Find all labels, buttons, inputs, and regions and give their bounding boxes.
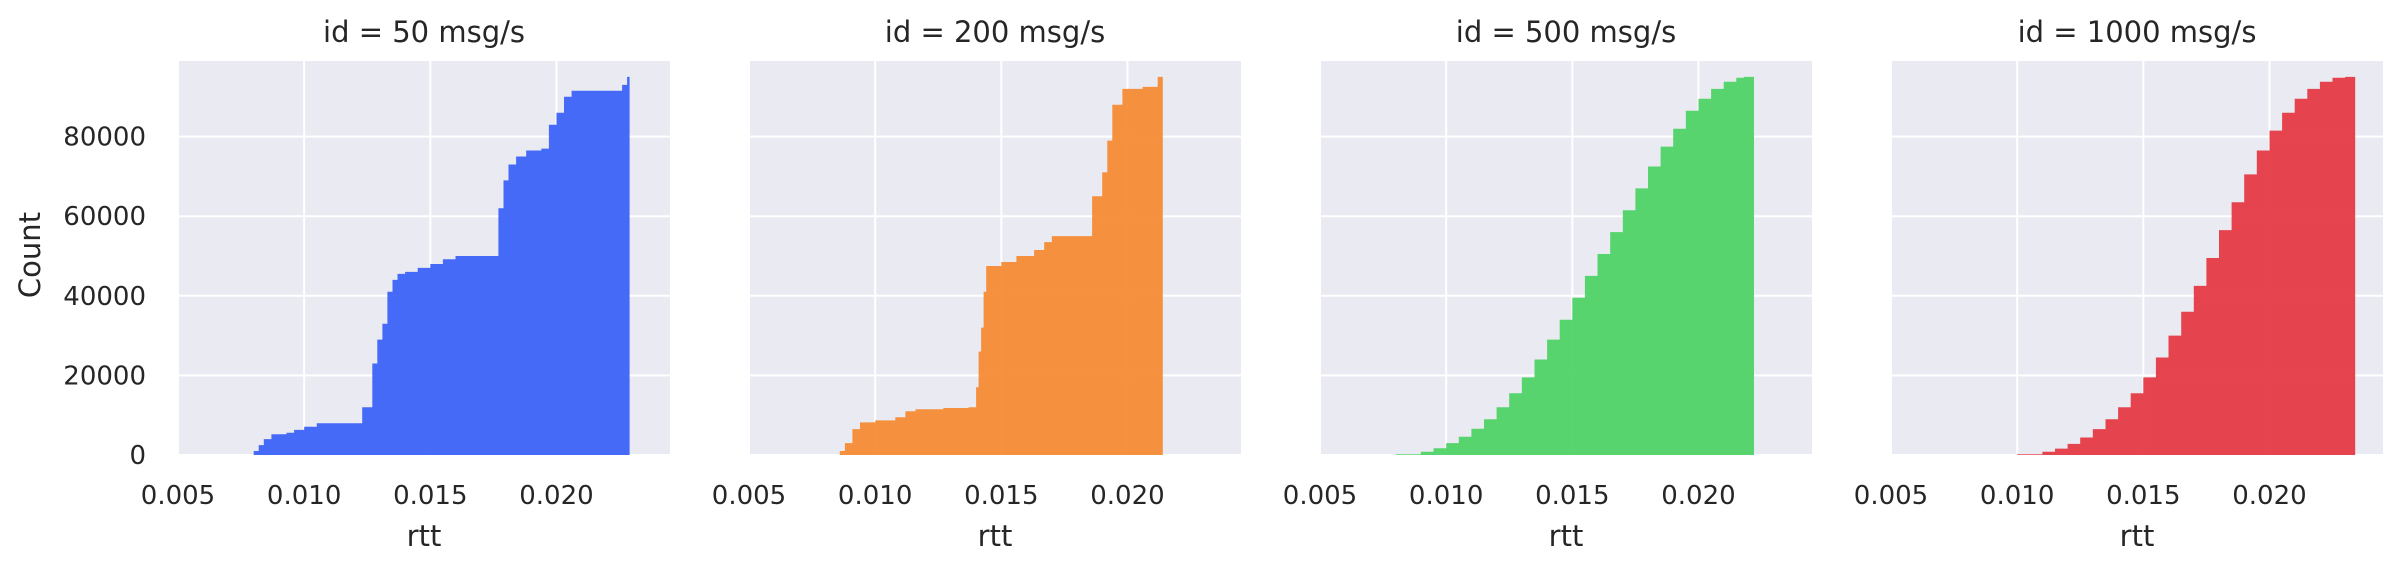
y-axis-label: Count [13, 212, 47, 298]
panel-title-1: id = 50 msg/s [323, 15, 525, 49]
x-tick-label: 0.010 [1409, 481, 1483, 511]
x-tick-label: 0.015 [2106, 481, 2180, 511]
histogram-area-2 [839, 76, 1163, 456]
x-tick-label: 0.010 [1980, 481, 2054, 511]
x-tick-label: 0.020 [1090, 481, 1164, 511]
x-axis-label-3: rtt [1549, 519, 1584, 553]
x-tick-label: 0.005 [1854, 481, 1928, 511]
x-axis-label-4: rtt [2120, 519, 2155, 553]
panel-title-4: id = 1000 msg/s [2018, 15, 2257, 49]
x-tick-label: 0.015 [1535, 481, 1609, 511]
histogram-area-1 [253, 76, 630, 456]
x-tick-label: 0.010 [267, 481, 341, 511]
panel-title-3: id = 500 msg/s [1456, 15, 1676, 49]
histogram-area-4 [2017, 76, 2356, 456]
x-axis-label-2: rtt [978, 519, 1013, 553]
y-tick-label: 40000 [63, 282, 146, 312]
x-tick-label: 0.005 [141, 481, 215, 511]
y-tick-label: 20000 [63, 361, 146, 391]
x-axis-label-1: rtt [407, 519, 442, 553]
x-tick-label: 0.020 [1661, 481, 1735, 511]
x-tick-label: 0.005 [1283, 481, 1357, 511]
y-tick-label: 60000 [63, 202, 146, 232]
x-tick-label: 0.015 [964, 481, 1038, 511]
x-tick-label: 0.005 [712, 481, 786, 511]
histogram-area-3 [1395, 76, 1754, 456]
x-tick-label: 0.010 [838, 481, 912, 511]
x-tick-label: 0.020 [2232, 481, 2306, 511]
x-tick-label: 0.015 [393, 481, 467, 511]
x-tick-label: 0.020 [519, 481, 593, 511]
panel-title-2: id = 200 msg/s [885, 15, 1105, 49]
y-tick-label: 0 [129, 441, 146, 471]
y-tick-label: 80000 [63, 123, 146, 153]
